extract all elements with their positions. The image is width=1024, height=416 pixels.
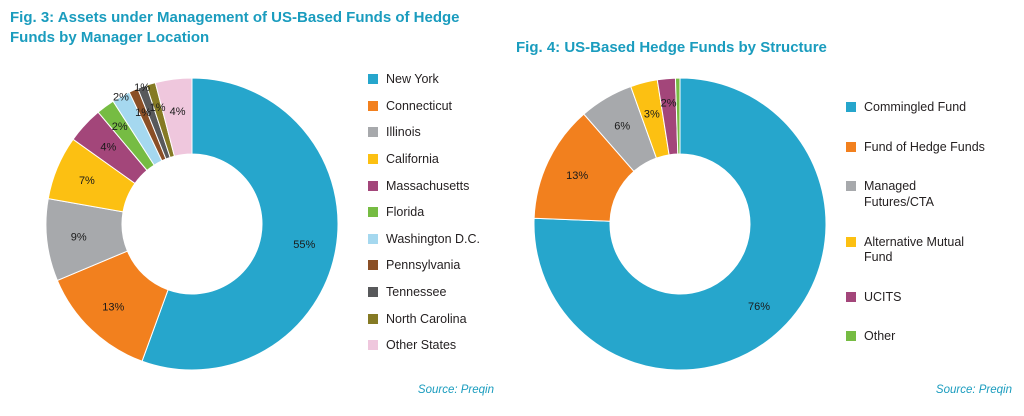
- legend-swatch-alternative-mutual-fund: [846, 236, 856, 247]
- fig4-title: Fig. 4: US-Based Hedge Funds by Structur…: [516, 39, 827, 56]
- slice-label-commingled-fund: 76%: [748, 301, 770, 313]
- fig3-source-note: Source: Preqin: [417, 384, 494, 396]
- legend-label-florida: Florida: [386, 205, 425, 220]
- slice-label-florida: 2%: [112, 121, 128, 133]
- legend-label-connecticut: Connecticut: [386, 98, 453, 113]
- slice-label-washington-d-c: 2%: [113, 91, 129, 103]
- legend-item-connecticut: Connecticut: [368, 99, 518, 115]
- slice-label-california: 7%: [79, 175, 95, 187]
- legend-swatch-new-york: [368, 74, 378, 84]
- fig3-donut-chart: 55%13%9%7%4%2%2%1%1%1% 4%: [45, 77, 339, 371]
- legend-swatch-commingled-fund: [846, 102, 856, 112]
- slice-label-tennessee: 1%: [134, 82, 150, 94]
- legend-label-massachusetts: Massachusetts: [386, 178, 470, 193]
- legend-swatch-other: [846, 331, 856, 342]
- legend-swatch-florida: [368, 207, 378, 218]
- legend-label-california: California: [386, 151, 439, 166]
- legend-swatch-connecticut: [368, 100, 378, 111]
- legend-label-north-carolina: North Carolina: [386, 311, 467, 326]
- slice-label-other-states: 4%: [170, 106, 186, 118]
- chart-slice-new-york: [141, 77, 339, 371]
- slice-label-ucits: 2%: [661, 98, 677, 110]
- legend-swatch-illinois: [368, 127, 378, 138]
- legend-item-fund-of-hedge-funds: Fund of Hedge Funds: [846, 140, 1012, 156]
- legend-item-florida: Florida: [368, 205, 518, 221]
- legend-swatch-pennsylvania: [368, 260, 378, 271]
- slice-label-north-carolina: 1%: [150, 102, 166, 114]
- legend-label-alternative-mutual-fund: Alternative Mutual Fund: [864, 234, 965, 265]
- legend-swatch-managed-futures-cta: [846, 181, 856, 192]
- legend-item-alternative-mutual-fund: Alternative Mutual Fund: [846, 235, 1012, 266]
- legend-item-massachusetts: Massachusetts: [368, 179, 518, 195]
- slice-label-managed-futures-cta: 6%: [614, 121, 630, 133]
- legend-swatch-massachusetts: [368, 180, 378, 191]
- slice-label-illinois: 9%: [71, 232, 87, 244]
- fig4-legend: Commingled Fund Fund of Hedge Funds Manage…: [846, 100, 1012, 345]
- slice-label-new-york: 55%: [293, 239, 315, 251]
- legend-swatch-north-carolina: [368, 313, 378, 324]
- chart-slice-other-states: [154, 77, 193, 157]
- legend-item-managed-futures-cta: Managed Futures/CTA: [846, 179, 1012, 210]
- legend-label-other-states: Other States: [386, 338, 457, 353]
- fig3-title: Fig. 3: Assets under Management of US-Ba…: [10, 9, 460, 46]
- legend-label-other: Other: [864, 329, 896, 344]
- legend-label-new-york: New York: [386, 72, 439, 86]
- slice-label-alternative-mutual-fund: 3%: [644, 109, 660, 121]
- legend-item-tennessee: Tennessee: [368, 285, 518, 301]
- legend-item-illinois: Illinois: [368, 125, 518, 141]
- legend-item-commingled-fund: Commingled Fund: [846, 100, 1012, 116]
- legend-swatch-fund-of-hedge-funds: [846, 141, 856, 152]
- legend-swatch-california: [368, 153, 378, 164]
- fig3-legend: New York Connecticut Illinois California Mas…: [368, 72, 518, 354]
- legend-item-other-states: Other States: [368, 338, 518, 354]
- legend-swatch-ucits: [846, 291, 856, 302]
- legend-label-pennsylvania: Pennsylvania: [386, 258, 461, 273]
- legend-swatch-tennessee: [368, 287, 378, 297]
- fig4-source-note: Source: Preqin: [935, 384, 1012, 396]
- legend-item-washington-d-c: Washington D.C.: [368, 232, 518, 248]
- legend-swatch-washington-d-c: [368, 233, 378, 244]
- legend-label-illinois: Illinois: [386, 125, 421, 140]
- fig4-donut-chart: 76% 13% 6% 3%2%: [533, 77, 827, 371]
- legend-label-tennessee: Tennessee: [386, 285, 447, 299]
- legend-item-pennsylvania: Pennsylvania: [368, 258, 518, 274]
- slice-label-massachusetts: 4%: [100, 142, 116, 154]
- slice-label-connecticut: 13%: [102, 302, 124, 314]
- legend-label-ucits: UCITS: [864, 289, 902, 304]
- chart-slice-other: [674, 77, 681, 155]
- legend-label-washington-d-c: Washington D.C.: [386, 231, 481, 246]
- legend-label-managed-futures-cta: Managed Futures/CTA: [864, 179, 934, 209]
- chart-slice-commingled-fund: [533, 77, 827, 371]
- slice-label-fund-of-hedge-funds: 13%: [566, 170, 588, 182]
- legend-item-new-york: New York: [368, 72, 518, 88]
- legend-item-north-carolina: North Carolina: [368, 312, 518, 328]
- legend-item-ucits: UCITS: [846, 290, 1012, 306]
- legend-item-california: California: [368, 152, 518, 168]
- slice-label-pennsylvania: 1%: [135, 107, 151, 119]
- legend-swatch-other-states: [368, 340, 378, 351]
- legend-label-commingled-fund: Commingled Fund: [864, 100, 967, 114]
- legend-label-fund-of-hedge-funds: Fund of Hedge Funds: [864, 139, 985, 154]
- legend-item-other: Other: [846, 329, 1012, 345]
